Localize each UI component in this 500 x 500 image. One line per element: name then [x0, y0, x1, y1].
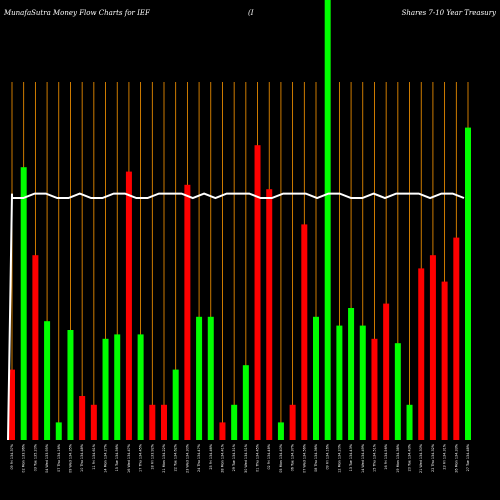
- tick-label: 11 Fri 134.61%: [92, 443, 96, 469]
- tick-label: 07 Wed 134.56%: [302, 443, 306, 473]
- bar: [32, 255, 39, 440]
- bar: [394, 343, 401, 440]
- bar: [359, 325, 366, 440]
- bar: [266, 189, 273, 440]
- bar: [219, 422, 226, 440]
- tick-label: 27 Tue 134.48%: [466, 443, 470, 471]
- bar: [161, 404, 167, 440]
- bar: [55, 422, 62, 440]
- tick-label: 26 Mon 134.33%: [454, 443, 458, 472]
- bar: [383, 303, 390, 440]
- flow-line-group: [7, 192, 465, 441]
- tick-label: 12 Mon 134.20%: [337, 443, 341, 472]
- bar: [254, 145, 261, 440]
- tick-label: 21 Wed 134.30%: [419, 443, 423, 473]
- tick-label: 29 Tue 134.31%: [232, 443, 236, 471]
- x-tick-labels: 09 Fri 134.37% 02 Mon 133.96% 03 Tue 135.2…: [10, 443, 470, 473]
- tick-label: 17 Thu 134.45%: [139, 443, 143, 472]
- tick-label: 09 Fri 134.16%: [326, 443, 330, 469]
- bar: [67, 330, 74, 440]
- tick-label: 09 Wed 134.35%: [68, 443, 72, 473]
- tick-label: 24 Thu 134.47%: [197, 443, 201, 472]
- bar: [324, 0, 331, 440]
- bar: [242, 365, 249, 440]
- chart-subtitle-right: Shares 7-10 Year Treasury: [402, 9, 497, 17]
- tick-label: 30 Wed 134.51%: [244, 443, 248, 473]
- bar: [90, 404, 97, 440]
- bar: [196, 316, 203, 440]
- tick-label: 06 Tue 134.37%: [291, 443, 295, 471]
- tick-label: 19 Mon 134.38%: [396, 443, 400, 472]
- bar: [429, 255, 436, 440]
- flow-line: [7, 192, 465, 441]
- bar: [207, 316, 214, 440]
- bar: [277, 422, 284, 440]
- tick-label: 07 Thu 134.16%: [57, 443, 61, 472]
- bar: [149, 404, 156, 440]
- bar: [348, 308, 355, 440]
- bar: [301, 224, 308, 440]
- tick-label: 28 Mon 134.41%: [220, 443, 224, 472]
- bar: [289, 404, 296, 440]
- tick-label: 22 Tue 134.62%: [174, 443, 178, 471]
- tick-label: 20 Tue 134.43%: [408, 443, 412, 471]
- tick-label: 25 Fri 134.46%: [209, 443, 213, 469]
- tick-label: 14 Wed 134.49%: [361, 443, 365, 473]
- bar: [453, 237, 460, 440]
- tick-label: 09 Fri 134.37%: [10, 443, 14, 469]
- bar: [231, 404, 238, 440]
- tick-label: 23 Fri 134.31%: [443, 443, 447, 469]
- bar: [20, 167, 27, 440]
- tick-label: 13 Tue 134.43%: [349, 443, 353, 471]
- tick-label: 15 Tue 134.56%: [115, 443, 119, 471]
- tick-label: 16 Wed 134.47%: [127, 443, 131, 473]
- tick-label: 05 Mon 134.40%: [279, 443, 283, 472]
- bar: [465, 127, 471, 440]
- bar: [371, 338, 378, 440]
- tick-label: 21 Mon 134.22%: [162, 443, 166, 472]
- tick-label: 01 Thu 134.45%: [256, 443, 260, 472]
- chart-subtitle-left: (I: [248, 9, 254, 17]
- chart-title: MunafaSutra Money Flow Charts for IEF: [3, 9, 151, 17]
- tick-label: 15 Thu 134.51%: [372, 443, 376, 472]
- tick-label: 22 Thu 134.32%: [431, 443, 435, 472]
- bar: [102, 338, 109, 440]
- tick-label: 02 Fri 134.48%: [267, 443, 271, 469]
- bar: [336, 325, 343, 440]
- tick-label: 04 Wed 133.95%: [45, 443, 49, 473]
- bar: [313, 316, 319, 440]
- tick-label: 16 Fri 134.56%: [384, 443, 388, 469]
- bar: [406, 404, 413, 440]
- bar: [9, 369, 15, 440]
- tick-label: 02 Mon 133.96%: [22, 443, 26, 472]
- bar: [79, 396, 86, 440]
- tick-label: 10 Thu 134.48%: [80, 443, 84, 472]
- bar: [125, 171, 132, 440]
- bar: [114, 334, 121, 440]
- tick-label: 14 Mon 134.27%: [104, 443, 108, 472]
- bar: [418, 268, 425, 440]
- bar: [184, 184, 191, 440]
- tick-label: 23 Wed 134.30%: [185, 443, 189, 473]
- bar: [172, 369, 179, 440]
- bar: [44, 321, 51, 440]
- bar: [137, 334, 144, 440]
- tick-label: 18 Fri 133.92%: [150, 443, 154, 469]
- tick-label: 08 Thu 134.36%: [314, 443, 318, 472]
- bar: [441, 281, 448, 440]
- bars: [9, 0, 471, 440]
- tick-label: 03 Tue 135.20%: [33, 443, 37, 471]
